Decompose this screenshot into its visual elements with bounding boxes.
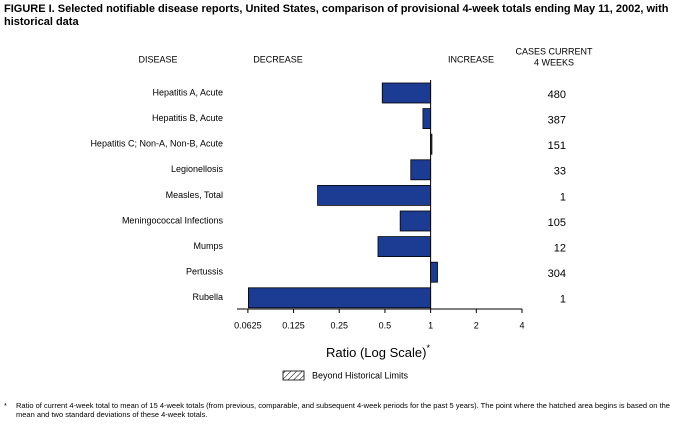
- header-increase: INCREASE: [448, 54, 494, 64]
- category-label: Hepatitis B, Acute: [152, 113, 223, 123]
- cases-value: 480: [548, 89, 566, 101]
- bar: [247, 287, 432, 309]
- bar: [422, 108, 432, 129]
- legend-label: Beyond Historical Limits: [312, 370, 409, 380]
- cases-value: 1: [560, 191, 566, 203]
- footnote-text: Ratio of current 4-week total to mean of…: [16, 401, 670, 419]
- cases-value: 33: [554, 166, 566, 178]
- category-label: Pertussis: [186, 267, 224, 277]
- footnote-marker: *: [4, 401, 7, 410]
- cases-value: 304: [548, 268, 566, 280]
- category-label: Hepatitis C; Non-A, Non-B, Acute: [90, 139, 223, 149]
- bar: [377, 236, 432, 258]
- cases-value: 105: [548, 217, 566, 229]
- category-label: Measles, Total: [166, 190, 223, 200]
- legend-swatch: [282, 370, 305, 381]
- cases-value: 1: [560, 294, 566, 306]
- x-tick-label: 0.125: [282, 320, 305, 330]
- bar: [381, 82, 432, 104]
- bar: [399, 210, 432, 232]
- footnote: * Ratio of current 4-week total to mean …: [4, 401, 682, 419]
- x-tick-label: 0.25: [330, 320, 348, 330]
- cases-value: 12: [554, 243, 566, 255]
- header-disease: DISEASE: [138, 54, 177, 64]
- category-label: Meningococcal Infections: [122, 215, 224, 225]
- category-label: Mumps: [193, 241, 223, 251]
- bar: [317, 184, 432, 206]
- bar: [410, 159, 432, 181]
- x-tick-label: 2: [474, 320, 479, 330]
- category-label: Hepatitis A, Acute: [152, 87, 223, 97]
- bar: [430, 261, 438, 283]
- x-tick-label: 0.5: [379, 320, 392, 330]
- category-label: Rubella: [192, 292, 223, 302]
- x-axis-label: Ratio (Log Scale)*: [326, 343, 430, 360]
- x-tick-label: 4: [519, 320, 524, 330]
- x-tick-label: 1: [428, 320, 433, 330]
- category-label: Legionellosis: [171, 164, 224, 174]
- x-tick-label: 0.0625: [234, 320, 262, 330]
- header-cases: 4 WEEKS: [534, 57, 574, 67]
- x-axis-label-note: *: [426, 343, 430, 353]
- chart-title: FIGURE I. Selected notifiable disease re…: [4, 3, 669, 28]
- cases-value: 387: [548, 115, 566, 127]
- x-axis-label-text: Ratio (Log Scale): [326, 345, 426, 360]
- header-cases: CASES CURRENT: [515, 46, 593, 56]
- header-decrease: DECREASE: [253, 54, 303, 64]
- cases-value: 151: [548, 140, 566, 152]
- bar: [430, 133, 433, 155]
